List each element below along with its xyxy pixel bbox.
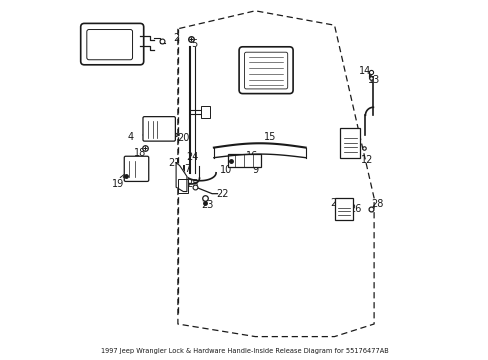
Bar	[200, 106, 209, 118]
Text: 1997 Jeep Wrangler Lock & Hardware Handle-Inside Release Diagram for 55176477AB: 1997 Jeep Wrangler Lock & Hardware Handl…	[101, 347, 387, 354]
Text: 6: 6	[202, 107, 207, 117]
Text: 5: 5	[191, 39, 197, 49]
Bar	[334, 198, 352, 220]
Text: 3: 3	[273, 63, 280, 73]
Bar	[178, 179, 187, 193]
FancyBboxPatch shape	[244, 52, 287, 89]
Text: 19: 19	[111, 179, 123, 189]
Text: 26: 26	[348, 204, 361, 214]
FancyBboxPatch shape	[124, 156, 148, 181]
Text: 21: 21	[168, 158, 180, 168]
Bar	[228, 154, 260, 167]
Text: 11: 11	[342, 146, 354, 156]
FancyBboxPatch shape	[87, 30, 132, 60]
Text: 17: 17	[150, 125, 162, 135]
Text: 9: 9	[252, 165, 258, 175]
Text: 24: 24	[186, 152, 198, 162]
Text: 18: 18	[134, 148, 146, 158]
Text: 13: 13	[367, 75, 380, 85]
Text: 2: 2	[173, 33, 179, 43]
FancyBboxPatch shape	[239, 47, 292, 94]
Text: 12: 12	[360, 155, 372, 165]
FancyBboxPatch shape	[142, 117, 175, 141]
Text: 10: 10	[219, 165, 231, 175]
Bar	[339, 128, 359, 158]
Text: 23: 23	[201, 200, 214, 210]
Text: 28: 28	[370, 199, 383, 210]
FancyBboxPatch shape	[81, 23, 143, 65]
Text: 14: 14	[358, 66, 370, 76]
Text: 4: 4	[128, 132, 134, 142]
Text: 16: 16	[245, 150, 257, 161]
Text: 7: 7	[183, 164, 190, 174]
Text: 25: 25	[185, 179, 198, 189]
Text: 1: 1	[101, 42, 107, 52]
Text: 20: 20	[177, 132, 189, 143]
Polygon shape	[176, 163, 186, 192]
Text: 15: 15	[263, 132, 275, 142]
Text: 27: 27	[329, 198, 342, 208]
Text: 22: 22	[216, 189, 229, 199]
Text: 8: 8	[237, 154, 244, 164]
